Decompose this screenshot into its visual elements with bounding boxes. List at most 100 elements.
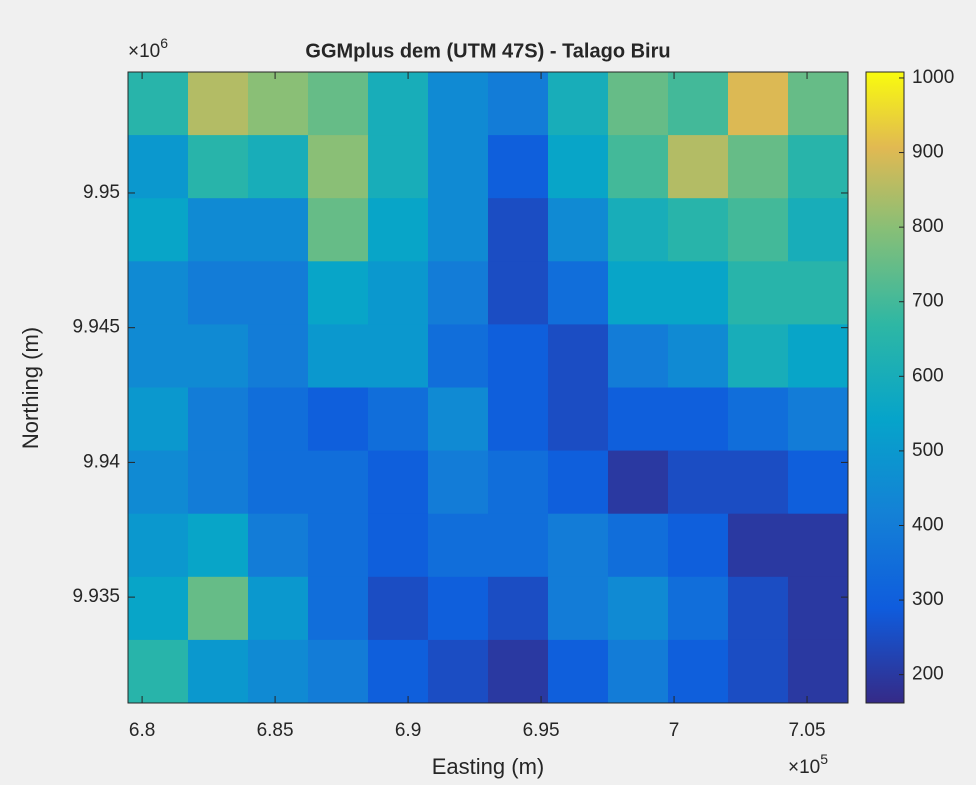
- heatmap: [128, 72, 849, 704]
- heatmap-cell: [548, 387, 609, 452]
- colorbar-tick-label: 900: [912, 142, 944, 163]
- heatmap-cell: [488, 135, 549, 199]
- heatmap-cell: [128, 72, 189, 136]
- heatmap-cell: [548, 324, 609, 388]
- heatmap-cell: [488, 450, 549, 515]
- heatmap-cell: [488, 261, 549, 325]
- heatmap-cell: [608, 198, 669, 262]
- heatmap-cell: [248, 576, 309, 641]
- heatmap-cell: [788, 72, 849, 136]
- heatmap-cell: [488, 387, 549, 452]
- heatmap-cell: [368, 261, 429, 325]
- heatmap-cell: [788, 639, 849, 704]
- heatmap-cell: [668, 513, 729, 578]
- heatmap-cell: [548, 513, 609, 578]
- heatmap-cell: [248, 135, 309, 199]
- heatmap-cell: [548, 450, 609, 515]
- heatmap-cell: [548, 135, 609, 199]
- heatmap-cell: [128, 261, 189, 325]
- heatmap-cell: [128, 198, 189, 262]
- heatmap-cell: [608, 513, 669, 578]
- heatmap-cell: [428, 261, 489, 325]
- heatmap-cell: [128, 387, 189, 452]
- heatmap-cell: [128, 513, 189, 578]
- x-tick-label: 7: [669, 720, 680, 741]
- heatmap-cell: [368, 513, 429, 578]
- heatmap-cell: [668, 261, 729, 325]
- x-tick-label: 6.85: [257, 720, 294, 741]
- heatmap-cell: [128, 324, 189, 388]
- heatmap-cell: [368, 72, 429, 136]
- heatmap-cell: [248, 387, 309, 452]
- colorbar-tick-label: 600: [912, 365, 944, 386]
- heatmap-cell: [668, 324, 729, 388]
- heatmap-cell: [248, 324, 309, 388]
- colorbar-tick-label: 200: [912, 664, 944, 685]
- heatmap-cell: [428, 135, 489, 199]
- heatmap-cell: [488, 513, 549, 578]
- colorbar-tick-label: 300: [912, 589, 944, 610]
- heatmap-cell: [728, 198, 789, 262]
- heatmap-cell: [488, 576, 549, 641]
- heatmap-cell: [428, 513, 489, 578]
- heatmap-cell: [428, 450, 489, 515]
- colorbar-tick-label: 700: [912, 291, 944, 312]
- heatmap-cell: [308, 72, 369, 136]
- heatmap-cell: [668, 639, 729, 704]
- heatmap-cell: [368, 135, 429, 199]
- heatmap-cell: [308, 261, 369, 325]
- heatmap-cell: [188, 261, 249, 325]
- heatmap-cell: [128, 450, 189, 515]
- heatmap-cell: [368, 198, 429, 262]
- heatmap-cell: [548, 261, 609, 325]
- colorbar-tick-label: 500: [912, 440, 944, 461]
- heatmap-cell: [728, 72, 789, 136]
- heatmap-cell: [608, 261, 669, 325]
- heatmap-cell: [368, 576, 429, 641]
- heatmap-cell: [548, 198, 609, 262]
- chart-title: GGMplus dem (UTM 47S) - Talago Biru: [305, 40, 670, 62]
- colorbar-tick-label: 400: [912, 515, 944, 536]
- heatmap-cell: [308, 576, 369, 641]
- y-tick-label: 9.935: [72, 586, 120, 607]
- heatmap-cell: [548, 639, 609, 704]
- heatmap-cell: [188, 72, 249, 136]
- heatmap-cell: [728, 450, 789, 515]
- heatmap-cell: [608, 324, 669, 388]
- heatmap-cell: [668, 450, 729, 515]
- heatmap-cell: [368, 387, 429, 452]
- heatmap-cell: [488, 324, 549, 388]
- heatmap-cell: [608, 450, 669, 515]
- heatmap-cell: [608, 576, 669, 641]
- heatmap-cell: [788, 135, 849, 199]
- heatmap-cell: [668, 198, 729, 262]
- x-tick-label: 6.8: [129, 720, 155, 741]
- heatmap-cell: [368, 324, 429, 388]
- heatmap-cell: [248, 261, 309, 325]
- colorbar-tick-label: 800: [912, 216, 944, 237]
- heatmap-cell: [308, 198, 369, 262]
- heatmap-cell: [248, 513, 309, 578]
- x-axis-label: Easting (m): [432, 754, 544, 779]
- heatmap-cell: [128, 639, 189, 704]
- heatmap-cell: [428, 198, 489, 262]
- heatmap-cell: [608, 387, 669, 452]
- heatmap-cell: [728, 135, 789, 199]
- colorbar: [865, 71, 905, 704]
- heatmap-cell: [188, 513, 249, 578]
- heatmap-cell: [428, 576, 489, 641]
- heatmap-cell: [248, 450, 309, 515]
- heatmap-cell: [608, 72, 669, 136]
- heatmap-cell: [728, 261, 789, 325]
- heatmap-cell: [548, 576, 609, 641]
- heatmap-cell: [308, 135, 369, 199]
- heatmap-cell: [308, 513, 369, 578]
- heatmap-cell: [248, 72, 309, 136]
- heatmap-cell: [128, 576, 189, 641]
- heatmap-cell: [188, 324, 249, 388]
- heatmap-cell: [488, 72, 549, 136]
- y-tick-label: 9.95: [83, 182, 120, 203]
- heatmap-cell: [788, 198, 849, 262]
- heatmap-cell: [488, 198, 549, 262]
- heatmap-cell: [668, 387, 729, 452]
